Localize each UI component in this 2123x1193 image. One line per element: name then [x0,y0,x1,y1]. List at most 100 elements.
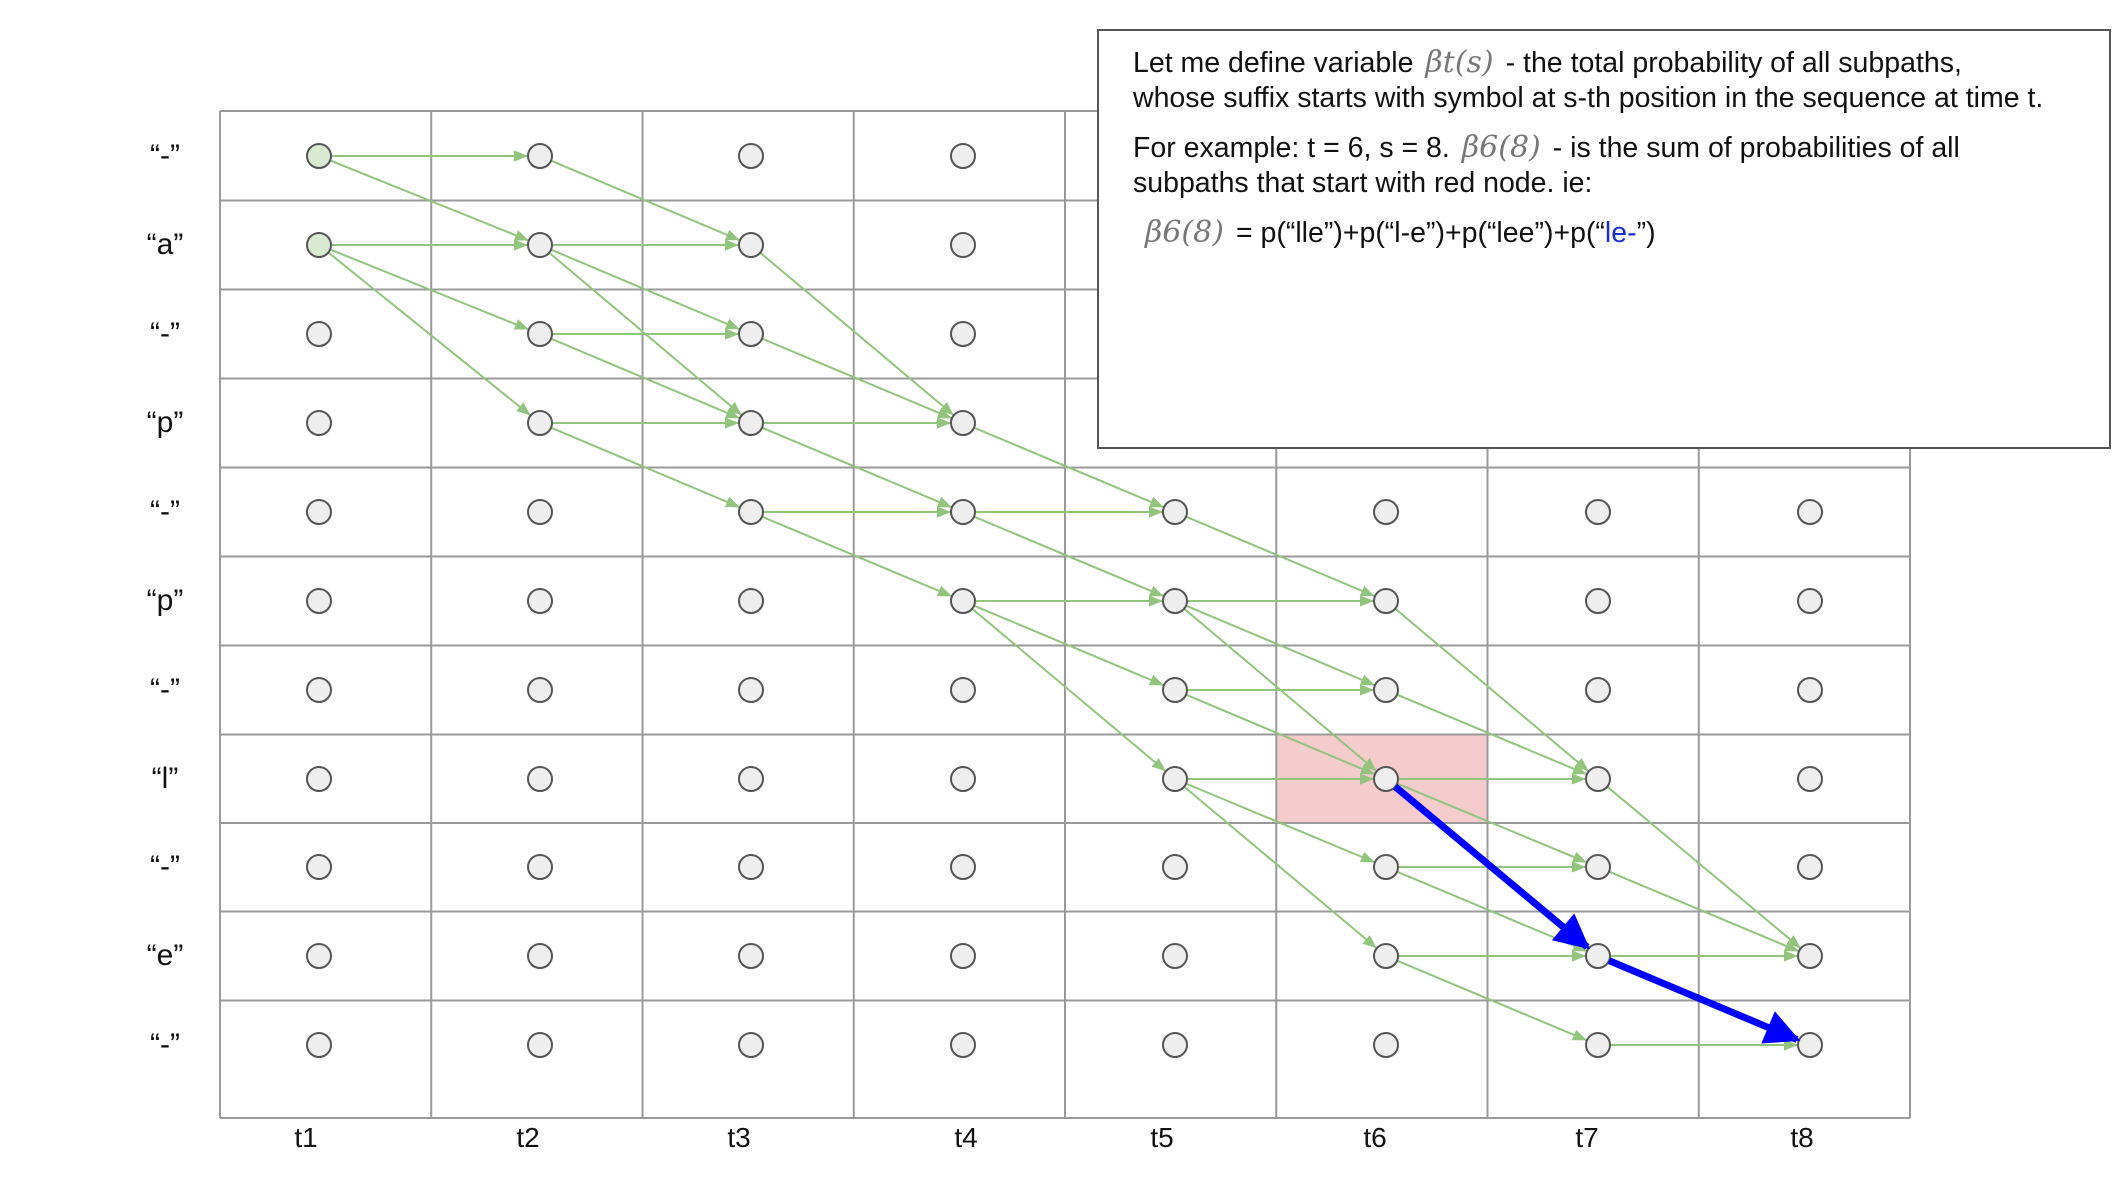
trellis-node [527,232,553,258]
column-label: t3 [727,1122,751,1153]
formula-blue-term: le- [1604,217,1637,249]
note-paragraph-definition: Let me define variable βt(s) - the total p… [1133,45,2075,116]
note-line1-post: - the total probability of all subpaths, [1505,47,1962,79]
transition-edge [1185,604,1376,687]
trellis-node [738,1032,764,1058]
trellis-node [1162,677,1188,703]
explanation-box: Let me define variable βt(s) - the total p… [1097,29,2111,449]
note-line1-pre: Let me define variable [1133,47,1414,79]
trellis-node [306,321,332,347]
trellis-node [950,143,976,169]
blue-path-arrow [1392,784,1590,950]
trellis-node [306,854,332,880]
trellis-node [527,321,553,347]
row-label: “p” [146,584,184,617]
trellis-node [950,499,976,525]
trellis-node [527,943,553,969]
transition-edge [1396,693,1588,776]
column-label: t2 [516,1122,540,1153]
trellis-node [1162,1032,1188,1058]
row-label: “-” [150,495,180,528]
edges-layer [327,150,1802,1051]
trellis-node [306,677,332,703]
row-label: “-” [150,317,180,350]
trellis-node [1162,499,1188,525]
trellis-node [950,410,976,436]
trellis-node [306,766,332,792]
trellis-node [950,766,976,792]
trellis-node [527,854,553,880]
transition-edge [327,251,532,417]
formula-text: = p(“lle”)+p(“l-e”)+p(“lee”)+p(“ [1235,217,1605,249]
column-label: t5 [1150,1122,1174,1153]
trellis-node [1585,943,1611,969]
trellis-node [1797,943,1823,969]
trellis-node [306,410,332,436]
transition-edge [759,251,955,417]
note-paragraph-example: For example: t = 6, s = 8. β6(8) - is the … [1133,130,2075,201]
trellis-node [738,499,764,525]
trellis-node [306,588,332,614]
transition-edge [550,248,741,331]
trellis-node [1585,854,1611,880]
trellis-node [1797,854,1823,880]
trellis-node [1797,1032,1823,1058]
trellis-node [738,854,764,880]
trellis-node [1585,766,1611,792]
note-line3-pre: For example: t = 6, s = 8. [1133,132,1450,164]
beta-6-8-symbol: β6(8) [1461,130,1541,165]
transition-edge [973,515,1165,598]
start-node [306,143,332,169]
trellis-node [1373,677,1399,703]
transition-edge [1185,693,1376,776]
trellis-node [306,499,332,525]
trellis-node [1373,854,1399,880]
row-label: “a” [146,228,184,261]
trellis-node [738,588,764,614]
trellis-node [738,677,764,703]
trellis-node [1585,499,1611,525]
note-line4: subpaths that start with red node. ie: [1133,167,1593,199]
transition-edge [1608,870,1800,953]
trellis-node [527,766,553,792]
formula-beta-symbol: β6(8) [1145,215,1224,250]
trellis-node [1585,1032,1611,1058]
column-label: t4 [954,1122,978,1153]
transition-edge [550,426,741,509]
column-label: t7 [1575,1122,1599,1153]
note-formula: β6(8) = p(“lle”)+p(“l-e”)+p(“lee”)+p(“le-… [1133,215,2075,251]
trellis-node [950,321,976,347]
transition-edge [550,159,741,242]
trellis-node [1373,499,1399,525]
trellis-node [1162,766,1188,792]
trellis-node [1585,677,1611,703]
row-label: “-” [150,850,180,883]
trellis-node [738,143,764,169]
trellis-node [738,232,764,258]
transition-edge [1394,607,1590,773]
blue-path-arrow [1607,957,1801,1044]
note-line3-post: - is the sum of probabilities of all [1552,132,1960,164]
transition-edge [329,159,530,242]
transition-edge [1185,782,1376,864]
beta-t-s-symbol: βt(s) [1425,45,1494,80]
row-label: “-” [150,673,180,706]
column-label: t6 [1363,1122,1387,1153]
trellis-node [1373,588,1399,614]
trellis-node [306,943,332,969]
trellis-node [738,321,764,347]
transition-edge [973,604,1165,687]
trellis-node [1797,588,1823,614]
trellis-node [527,410,553,436]
trellis-node [527,588,553,614]
trellis-node [950,1032,976,1058]
trellis-node [738,943,764,969]
column-label: t8 [1790,1122,1814,1153]
trellis-node [1373,766,1399,792]
transition-edge [971,607,1167,773]
trellis-node [306,1032,332,1058]
transition-edge [1396,782,1588,864]
transition-edge [329,248,530,331]
trellis-node [1162,943,1188,969]
